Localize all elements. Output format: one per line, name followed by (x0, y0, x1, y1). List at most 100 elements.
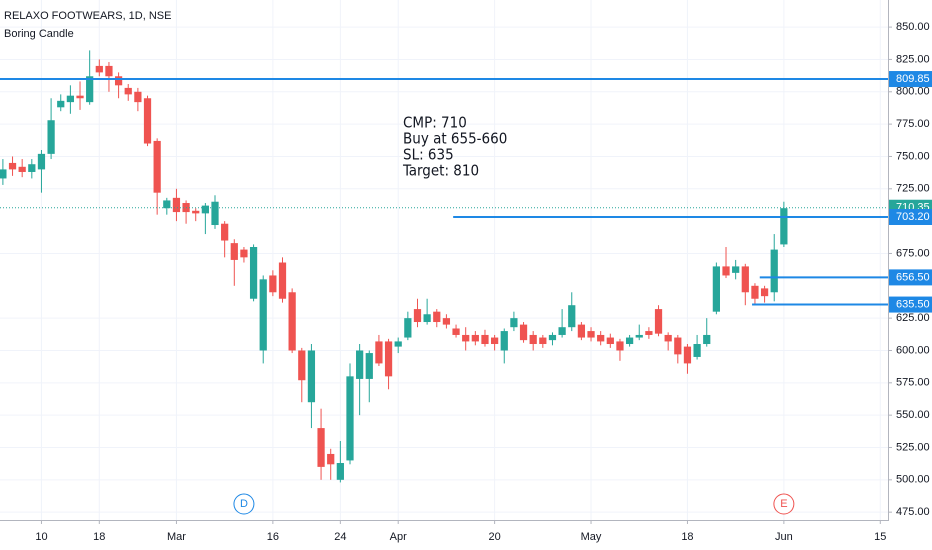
y-tick-label: 600.00 (896, 344, 930, 356)
x-tick-label: 18 (93, 531, 105, 543)
y-tick-label: 800.00 (896, 86, 930, 98)
event-label: E (780, 498, 787, 510)
candle-body (712, 266, 720, 312)
x-tick-label: 18 (681, 531, 693, 543)
y-tick-label: 750.00 (896, 150, 930, 162)
candle-body (471, 334, 479, 342)
candle-body (259, 279, 267, 351)
candle-body (664, 334, 672, 342)
candle-body (616, 341, 624, 351)
candle-body (143, 98, 152, 144)
y-tick-label: 725.00 (896, 183, 930, 195)
candle-body (693, 344, 701, 357)
price-label: 635.50 (896, 298, 930, 310)
candle-body (625, 337, 634, 345)
candle-body (558, 327, 566, 335)
candle-body (95, 65, 103, 73)
event-marker (233, 493, 255, 515)
candle-body (722, 266, 730, 276)
candle-body (384, 341, 393, 377)
candle-body (548, 334, 557, 341)
annotation-line: CMP: 710 (403, 114, 467, 132)
price-label: 703.20 (896, 211, 930, 223)
candle-body (37, 153, 46, 170)
candle-body (770, 249, 778, 293)
candle-body (76, 95, 84, 99)
y-tick-label: 675.00 (896, 247, 930, 259)
candle-body (780, 208, 788, 245)
candle-body (278, 262, 287, 299)
candle-body (336, 463, 344, 480)
candle-body (635, 334, 643, 338)
candle-body (423, 314, 431, 323)
y-tick-label: 625.00 (896, 312, 930, 324)
candle-body (491, 337, 499, 345)
candle-body (529, 334, 537, 345)
candle-body (577, 324, 586, 338)
candle-body (751, 285, 759, 299)
price-label-box (889, 269, 932, 286)
annotation-line: Target: 810 (402, 162, 479, 180)
event-label: D (240, 498, 248, 510)
candle-body (481, 334, 489, 345)
candle-body (327, 453, 335, 465)
candle-body (568, 305, 576, 328)
candle-body (317, 428, 325, 467)
candle-body (732, 266, 740, 273)
annotation-line: Buy at 655-660 (403, 130, 507, 148)
candle-body (230, 243, 238, 260)
candle-body (375, 341, 383, 364)
price-label: 809.85 (896, 73, 930, 85)
candle-body (192, 210, 200, 214)
candle-body (500, 331, 508, 351)
y-tick-label: 550.00 (896, 409, 930, 421)
x-tick-label: 24 (334, 531, 346, 543)
candle-body (587, 331, 595, 338)
chart-subtitle: Boring Candle (4, 28, 74, 40)
x-tick-label: 20 (488, 531, 500, 543)
candle-body (606, 337, 614, 345)
y-tick-label: 775.00 (896, 118, 930, 130)
candle-body (105, 65, 113, 77)
candle-body (683, 346, 692, 364)
candle-body (240, 249, 248, 258)
candle-body (172, 197, 181, 213)
candle-body (346, 376, 354, 461)
candle-body (18, 166, 26, 172)
y-tick-label: 575.00 (896, 377, 930, 389)
grid-layer (0, 0, 888, 520)
candle-body (365, 353, 373, 379)
candle-body (741, 266, 749, 293)
x-tick-label: Mar (167, 531, 186, 543)
candle-body (211, 201, 219, 226)
candle-body (674, 337, 682, 355)
candle-body (433, 311, 441, 323)
candle-body (0, 169, 7, 179)
x-tick-label: Jun (775, 531, 793, 543)
y-tick-label: 825.00 (896, 53, 930, 65)
candle-body (114, 76, 123, 86)
candle-body (66, 95, 74, 103)
candle-body (86, 76, 94, 103)
candle-body (8, 162, 17, 170)
candle-body (442, 318, 451, 325)
price-label-box (889, 296, 932, 313)
annotation-line: SL: 635 (403, 146, 454, 164)
candle-body (452, 328, 460, 335)
event-marker (773, 493, 795, 515)
candle-body (654, 309, 663, 334)
candle-body (539, 337, 547, 345)
candle-body (404, 318, 412, 338)
candle-body (356, 350, 364, 379)
y-tick-label: 500.00 (896, 474, 930, 486)
candle-body (645, 331, 653, 335)
candle-body (288, 292, 296, 351)
x-tick-label: May (581, 531, 602, 543)
candle-body (307, 350, 316, 403)
candle-body (249, 247, 258, 299)
y-tick-label: 475.00 (896, 506, 930, 518)
candle-body (703, 334, 711, 345)
